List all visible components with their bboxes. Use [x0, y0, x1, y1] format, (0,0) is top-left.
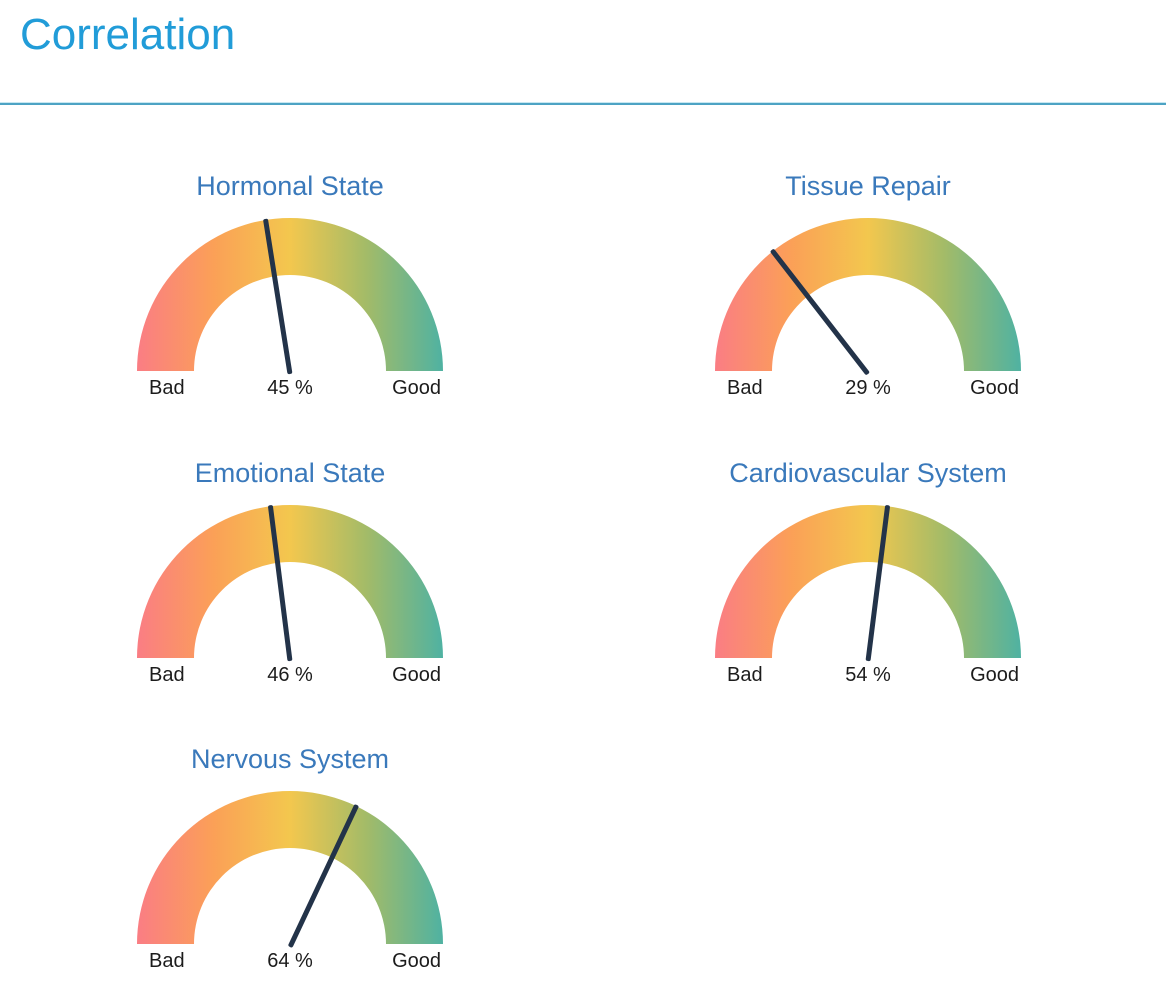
gauge-hormonal-state: Hormonal State Bad 45 % Good — [137, 168, 443, 401]
gauge-tissue-repair: Tissue Repair Bad 29 % Good — [715, 168, 1021, 401]
gauge-value-label: 64 % — [267, 950, 313, 972]
gauge-arc — [715, 504, 1021, 662]
gauge-min-label: Bad — [727, 377, 763, 399]
gauge-arc-ring — [137, 218, 443, 371]
gauge-max-label: Good — [392, 377, 441, 399]
gauge-arc — [137, 791, 443, 949]
page-title: Correlation — [20, 10, 236, 59]
gauge-arc-ring — [137, 791, 443, 944]
gauge-title: Tissue Repair — [785, 171, 951, 201]
gauge-max-label: Good — [970, 377, 1019, 399]
gauge-title: Hormonal State — [196, 171, 384, 201]
header-divider — [0, 102, 1166, 105]
gauge-labels: Bad 54 % Good — [715, 662, 1021, 688]
gauge-title: Nervous System — [190, 744, 390, 774]
gauge-arc — [137, 504, 443, 662]
gauge-arc-ring — [715, 218, 1021, 371]
gauge-value-label: 29 % — [845, 377, 891, 399]
gauge-arc — [715, 218, 1021, 376]
gauge-arc-ring — [137, 505, 443, 658]
gauge-title: Emotional State — [194, 458, 386, 488]
gauge-value-label: 45 % — [267, 377, 313, 399]
gauge-arc-ring — [715, 505, 1021, 658]
gauge-labels: Bad 29 % Good — [715, 375, 1021, 401]
gauge-labels: Bad 45 % Good — [137, 375, 443, 401]
gauge-arc — [137, 218, 443, 375]
gauge-cardiovascular-system: Cardiovascular System Bad 54 % Good — [715, 455, 1021, 688]
gauge-min-label: Bad — [149, 950, 185, 972]
gauge-nervous-system: Nervous System Bad 64 % Good — [137, 741, 443, 974]
gauge-min-label: Bad — [149, 664, 185, 686]
gauge-emotional-state: Emotional State Bad 46 % Good — [137, 455, 443, 688]
gauge-max-label: Good — [970, 664, 1019, 686]
gauge-max-label: Good — [392, 664, 441, 686]
gauge-value-label: 54 % — [845, 664, 891, 686]
gauge-value-label: 46 % — [267, 664, 313, 686]
gauge-labels: Bad 46 % Good — [137, 662, 443, 688]
gauge-title: Cardiovascular System — [729, 458, 1007, 488]
gauge-min-label: Bad — [149, 377, 185, 399]
gauge-max-label: Good — [392, 950, 441, 972]
gauge-min-label: Bad — [727, 664, 763, 686]
gauge-labels: Bad 64 % Good — [137, 948, 443, 974]
